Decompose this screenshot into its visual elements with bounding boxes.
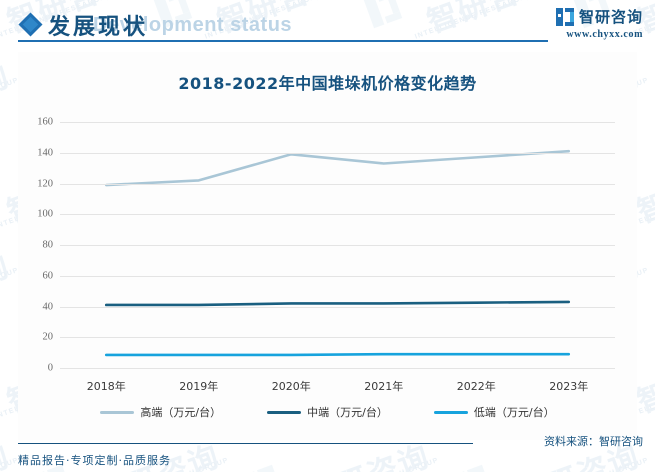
watermark-text: INTELLIGENCE RESEARCH GROUP (0, 266, 20, 326)
chart-gridline (60, 337, 615, 339)
y-axis-tick-label: 0 (47, 362, 53, 374)
legend-swatch-icon (433, 410, 468, 414)
footer-divider (18, 443, 473, 444)
chart-plot-area: 0 20 40 60 80 100 120 140 160 (18, 114, 637, 374)
watermark-text: INTELLIGENCE RESEARCH GROUP (504, 457, 650, 472)
legend-label: 低端（万元/台） (473, 406, 555, 419)
chart-gridline (60, 122, 615, 123)
chart-gridline (60, 368, 615, 369)
x-axis-tick-label: 2021年 (364, 380, 404, 393)
page-title: 发展现状 (48, 15, 149, 40)
y-axis-tick-label: 80 (42, 239, 54, 251)
watermark-text: INTELLIGENCE RESEARCH GROUP (0, 76, 20, 136)
x-axis-tick-label: 2018年 (86, 380, 126, 393)
chart-gridline (60, 306, 615, 308)
legend-item[interactable]: 高端（万元/台） (100, 404, 221, 420)
legend-swatch-icon (100, 410, 135, 414)
watermark-text: 智研咨询 (0, 431, 15, 472)
chart-series-line (104, 352, 571, 357)
chart-title: 2018-2022年中国堆垛机价格变化趋势 (178, 74, 477, 93)
watermark-text: INTELLIGENCE RESEARCH GROUP (0, 457, 20, 472)
watermark-logo-icon (453, 464, 492, 472)
chart-gridline (60, 152, 615, 154)
chart-x-axis: 2018年 2019年 2020年 2021年 2022年 2023年 (60, 378, 615, 398)
brand-url: www.chyxx.com (566, 29, 643, 40)
brand-name: 智研咨询 (578, 8, 643, 26)
y-axis-tick-label: 140 (37, 147, 53, 159)
x-axis-tick-label: 2020年 (271, 380, 311, 393)
x-axis-tick-label: 2022年 (456, 380, 496, 393)
y-axis-tick-label: 100 (37, 208, 53, 220)
diamond-bullet-icon (18, 12, 43, 37)
chart-series-line (104, 149, 571, 187)
footer-tagline: 精品报告·专项定制·品质服务 (18, 454, 171, 467)
slide-header: Development status 发展现状 (0, 0, 655, 52)
x-axis-tick-label: 2023年 (549, 380, 589, 393)
y-axis-tick-label: 20 (42, 331, 54, 343)
chart-gridline (60, 245, 615, 246)
legend-item[interactable]: 中端（万元/台） (267, 404, 388, 420)
chyxx-logo-icon (555, 7, 574, 26)
legend-item[interactable]: 低端（万元/台） (433, 404, 555, 420)
chart-gridline (60, 214, 615, 216)
legend-swatch-icon (267, 410, 302, 414)
brand-logo[interactable]: 智研咨询 www.chyxx.com (555, 6, 643, 40)
chart-card: 2018-2022年中国堆垛机价格变化趋势 0 20 40 60 80 100 120 140… (18, 52, 637, 440)
chart-gridline (60, 183, 615, 185)
legend-label: 高端（万元/台） (140, 406, 222, 419)
y-axis-tick-label: 120 (37, 178, 53, 189)
footer-source: 资料来源：智研咨询 (544, 435, 643, 448)
chart-plot: 0 20 40 60 80 100 120 140 160 (37, 117, 615, 374)
header-divider (18, 40, 548, 42)
watermark-logo-icon (243, 464, 282, 472)
watermark-text: 智研咨询 (0, 249, 15, 325)
x-axis-tick-label: 2019年 (179, 380, 219, 393)
chart-gridline (60, 275, 615, 277)
y-axis-tick-label: 60 (42, 270, 54, 282)
watermark-text: INTELLIGENCE RESEARCH GROUP (294, 457, 440, 472)
y-axis-tick-label: 160 (37, 116, 53, 128)
header-subtitle-en: Development status (93, 14, 293, 36)
y-axis-tick-label: 40 (42, 301, 54, 312)
legend-label: 中端（万元/台） (307, 406, 388, 419)
watermark-text: 智研咨询 (0, 59, 15, 135)
chart-series-line (104, 300, 571, 307)
chart-legend: 高端（万元/台） 中端（万元/台） 低端（万元/台） (18, 404, 637, 420)
